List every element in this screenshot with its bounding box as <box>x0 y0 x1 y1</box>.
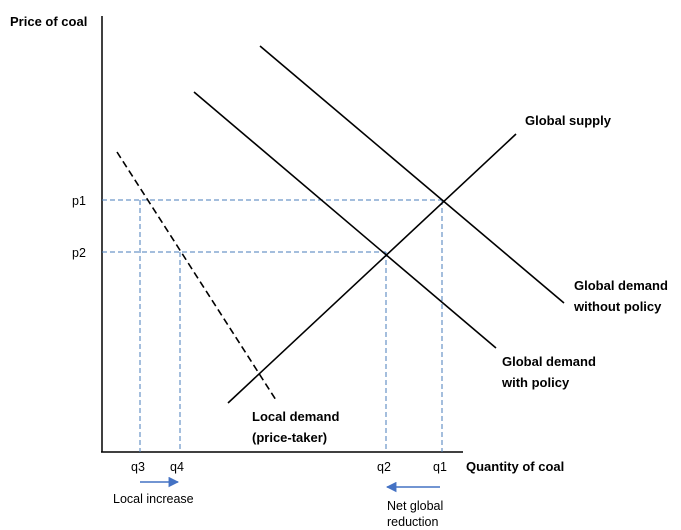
y-tick-p1: p1 <box>72 194 86 208</box>
global-supply-curve <box>227 133 517 404</box>
global-supply-label: Global supply <box>525 113 612 128</box>
local-demand-label: Local demand (price-taker) <box>252 409 343 445</box>
global-demand-with-policy-curve <box>193 91 497 349</box>
net-global-reduction-note-line2: reduction <box>387 515 438 529</box>
y-tick-p2: p2 <box>72 246 86 260</box>
global-demand-with-policy-label-line2: with policy <box>501 375 570 390</box>
local-increase-note: Local increase <box>113 492 194 506</box>
local-demand-curve <box>116 151 277 401</box>
global-demand-without-policy-label: Global demand without policy <box>573 278 672 314</box>
x-tick-q4: q4 <box>170 460 184 474</box>
global-demand-without-policy-curve <box>259 45 565 304</box>
global-demand-without-policy-label-line1: Global demand <box>574 278 668 293</box>
y-axis-title: Price of coal <box>10 14 87 29</box>
x-tick-q3: q3 <box>131 460 145 474</box>
x-tick-q2: q2 <box>377 460 391 474</box>
x-tick-q1: q1 <box>433 460 447 474</box>
net-global-reduction-note-line1: Net global <box>387 499 443 513</box>
net-global-reduction-note: Net global reduction <box>387 499 447 529</box>
global-demand-without-policy-label-line2: without policy <box>573 299 662 314</box>
global-demand-with-policy-label: Global demand with policy <box>501 354 600 390</box>
global-demand-with-policy-label-line1: Global demand <box>502 354 596 369</box>
local-demand-label-line2: (price-taker) <box>252 430 327 445</box>
local-demand-label-line1: Local demand <box>252 409 339 424</box>
x-axis-title: Quantity of coal <box>466 459 564 474</box>
